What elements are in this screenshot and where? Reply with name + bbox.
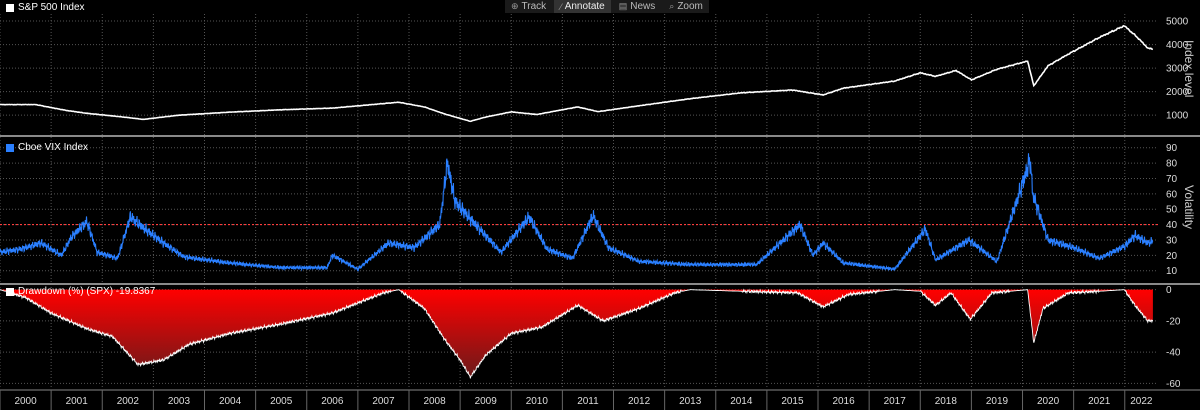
x-tick-label-2021: 2021 [1088, 396, 1111, 407]
vix-swatch-icon [6, 143, 14, 152]
drawdown-legend-label: Drawdown (%) (SPX) -19.8367 [18, 286, 156, 297]
x-tick-label-2012: 2012 [628, 396, 651, 407]
track-button[interactable]: ⊕ Track [505, 0, 552, 13]
x-tick-label-2001: 2001 [66, 396, 89, 407]
y-tick-label-1-90: 90 [1166, 143, 1178, 154]
drawdown-area [0, 289, 1153, 379]
x-tick-label-2010: 2010 [526, 396, 549, 407]
y-tick-label-0-5000: 5000 [1166, 17, 1189, 28]
x-tick-label-2014: 2014 [730, 396, 753, 407]
x-tick-label-2020: 2020 [1037, 396, 1060, 407]
x-tick-label-2005: 2005 [270, 396, 293, 407]
x-tick-label-2011: 2011 [577, 396, 599, 407]
y-tick-label-0-4000: 4000 [1166, 40, 1189, 51]
spx-legend-label: S&P 500 Index [18, 2, 85, 13]
vix-legend[interactable]: Cboe VIX Index [6, 142, 88, 153]
y-tick-label-1-50: 50 [1166, 205, 1178, 216]
x-tick-label-2019: 2019 [986, 396, 1009, 407]
x-tick-label-2009: 2009 [475, 396, 498, 407]
x-axis-strip [0, 390, 1200, 410]
y-tick-label-2--20: -20 [1166, 316, 1181, 327]
zoom-label: Zoom [677, 1, 703, 12]
x-tick-label-2002: 2002 [117, 396, 140, 407]
drawdown-legend[interactable]: Drawdown (%) (SPX) -19.8367 [6, 286, 155, 297]
y-tick-label-1-10: 10 [1166, 266, 1178, 277]
news-icon: ▤ [618, 1, 628, 11]
x-tick-label-2008: 2008 [423, 396, 446, 407]
x-tick-label-2015: 2015 [781, 396, 804, 407]
x-tick-label-2003: 2003 [168, 396, 191, 407]
y-tick-label-0-3000: 3000 [1166, 64, 1189, 75]
y-tick-label-0-2000: 2000 [1166, 87, 1189, 98]
x-tick-label-2007: 2007 [372, 396, 395, 407]
y-tick-label-1-20: 20 [1166, 251, 1178, 262]
zoom-button[interactable]: ⌕ Zoom [663, 0, 709, 13]
y-tick-label-2--60: -60 [1166, 379, 1181, 390]
y-tick-label-0-1000: 1000 [1166, 111, 1189, 122]
spx-series-line [0, 24, 1154, 123]
annotate-label: Annotate [564, 1, 605, 12]
news-button[interactable]: ▤ News [613, 0, 662, 13]
drawdown-swatch-icon [6, 287, 14, 296]
spx-swatch-icon [6, 3, 14, 12]
crosshair-icon: ⊕ [511, 1, 519, 11]
spx-legend[interactable]: S&P 500 Index [6, 2, 85, 13]
x-tick-label-2000: 2000 [14, 396, 37, 407]
drawdown-line [0, 288, 1154, 379]
x-tick-label-2016: 2016 [832, 396, 855, 407]
vix-ylabel: Volatility [1182, 185, 1196, 230]
chart-toolbar: ⊕ Track ⁄ Annotate ▤ News ⌕ Zoom [505, 0, 709, 13]
vix-legend-label: Cboe VIX Index [18, 142, 89, 153]
annotate-button[interactable]: ⁄ Annotate [554, 0, 611, 13]
x-tick-label-2017: 2017 [884, 396, 907, 407]
vix-series-line [0, 153, 1154, 272]
y-tick-label-1-40: 40 [1166, 220, 1178, 231]
x-tick-label-2022: 2022 [1130, 396, 1153, 407]
y-tick-label-1-30: 30 [1166, 235, 1178, 246]
x-tick-label-2013: 2013 [679, 396, 702, 407]
x-tick-label-2018: 2018 [935, 396, 958, 407]
spx-ylabel: Index level [1182, 40, 1196, 98]
track-label: Track [521, 1, 547, 12]
x-tick-label-2004: 2004 [219, 396, 242, 407]
y-tick-label-2--40: -40 [1166, 348, 1181, 359]
y-tick-label-1-70: 70 [1166, 174, 1178, 185]
news-label: News [630, 1, 656, 12]
magnifier-icon: ⌕ [669, 1, 675, 11]
x-tick-label-2006: 2006 [321, 396, 344, 407]
y-tick-label-2-0: 0 [1166, 285, 1172, 296]
y-tick-label-1-80: 80 [1166, 159, 1178, 170]
pencil-icon: ⁄ [560, 1, 562, 12]
y-tick-label-1-60: 60 [1166, 189, 1178, 200]
